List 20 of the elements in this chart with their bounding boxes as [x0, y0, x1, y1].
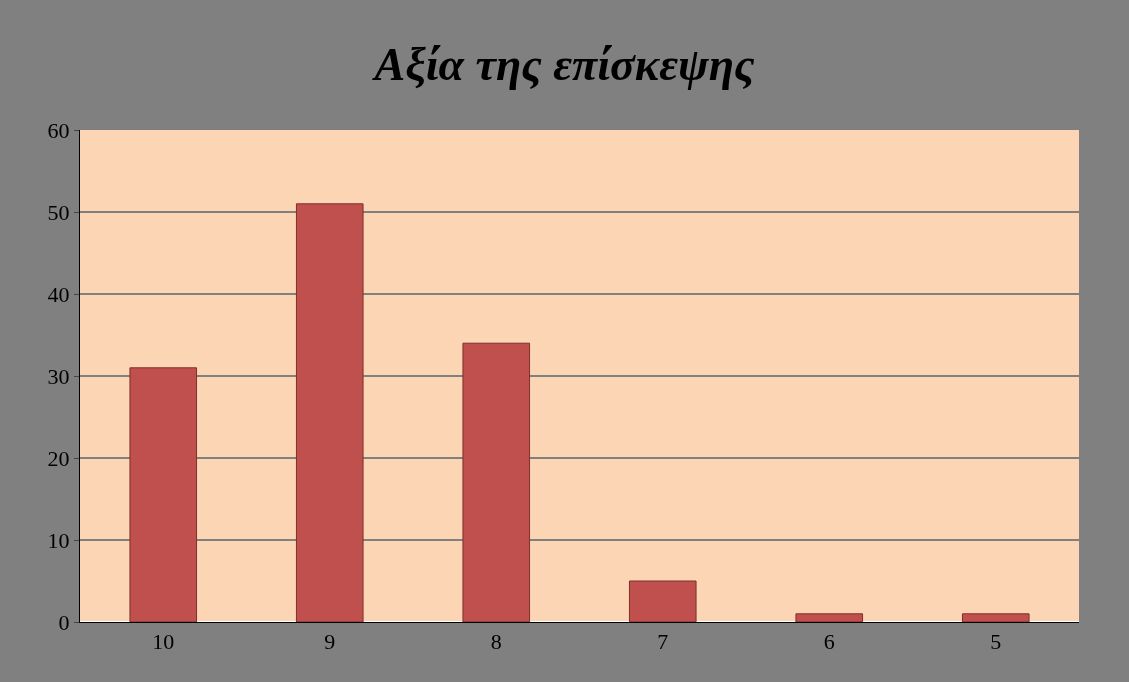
bar [961, 613, 1030, 622]
y-tick-label: 10 [47, 527, 70, 553]
x-tick-label: 5 [990, 629, 1002, 655]
x-tick-label: 9 [324, 629, 336, 655]
chart-title: Αξία της επίσκεψης [371, 38, 755, 90]
y-tick-label: 60 [47, 117, 70, 143]
y-tick-label: 0 [58, 609, 70, 635]
y-tick-label: 20 [47, 445, 70, 471]
x-tick-label: 8 [490, 629, 502, 655]
bar [795, 613, 864, 622]
x-tick-label: 7 [657, 629, 669, 655]
y-tick-label: 30 [47, 363, 70, 389]
y-tick-label: 50 [47, 199, 70, 225]
bar [628, 580, 697, 622]
x-tick-label: 6 [823, 629, 835, 655]
bar [462, 342, 531, 622]
bar [295, 203, 364, 622]
x-tick-label: 10 [152, 629, 175, 655]
y-tick-label: 40 [47, 281, 70, 307]
bar [129, 367, 198, 622]
